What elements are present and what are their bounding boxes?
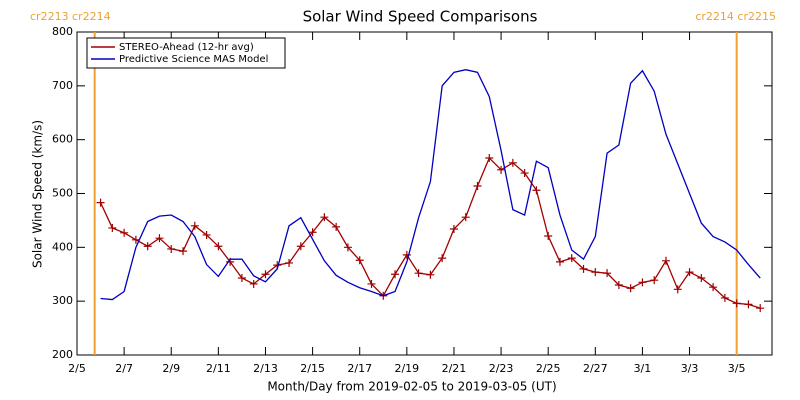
x-tick-label: 2/25 <box>536 362 561 375</box>
y-tick-label: 400 <box>52 240 73 253</box>
point-marker <box>249 279 258 288</box>
point-marker <box>449 225 458 234</box>
y-tick-label: 800 <box>52 25 73 38</box>
plot-frame <box>76 31 773 356</box>
point-marker <box>461 213 470 222</box>
point-marker <box>473 181 482 190</box>
chart-title: Solar Wind Speed Comparisons <box>303 8 538 26</box>
point-marker <box>756 304 765 313</box>
point-marker <box>131 235 140 244</box>
point-marker <box>579 264 588 273</box>
point-marker <box>167 244 176 253</box>
x-tick-label: 3/5 <box>728 362 746 375</box>
x-tick-label: 2/9 <box>162 362 180 375</box>
point-marker <box>485 153 494 162</box>
carrington-label: cr2214 cr2215 <box>695 10 776 23</box>
point-marker <box>414 269 423 278</box>
point-marker <box>567 254 576 263</box>
legend-label: Predictive Science MAS Model <box>119 54 268 65</box>
point-marker <box>214 242 223 251</box>
point-marker <box>732 299 741 308</box>
y-tick-label: 500 <box>52 187 73 200</box>
point-marker <box>261 270 270 279</box>
point-marker <box>108 223 117 232</box>
point-marker <box>508 158 517 167</box>
carrington-label: cr2213 cr2214 <box>30 10 111 23</box>
point-marker <box>155 234 164 243</box>
point-marker <box>520 169 529 178</box>
x-tick-label: 2/11 <box>206 362 231 375</box>
x-tick-label: 2/23 <box>489 362 514 375</box>
point-marker <box>332 222 341 231</box>
point-marker <box>143 242 152 251</box>
x-axis-label: Month/Day from 2019-02-05 to 2019-03-05 … <box>267 380 556 394</box>
point-marker <box>720 293 729 302</box>
point-marker <box>555 257 564 266</box>
point-marker <box>497 165 506 174</box>
x-tick-label: 2/21 <box>442 362 467 375</box>
point-marker <box>120 228 129 237</box>
point-marker <box>320 213 329 222</box>
point-marker <box>697 274 706 283</box>
point-marker <box>591 268 600 277</box>
x-tick-label: 2/5 <box>68 362 86 375</box>
point-marker <box>614 281 623 290</box>
point-marker <box>438 254 447 263</box>
point-marker <box>650 276 659 285</box>
point-marker <box>661 256 670 265</box>
point-marker <box>638 278 647 287</box>
point-marker <box>367 279 376 288</box>
y-axis-label: Solar Wind Speed (km/s) <box>31 120 45 268</box>
point-marker <box>532 186 541 195</box>
point-marker <box>603 269 612 278</box>
x-tick-label: 3/1 <box>634 362 652 375</box>
point-marker <box>709 283 718 292</box>
x-tick-label: 2/19 <box>394 362 419 375</box>
x-tick-label: 3/3 <box>681 362 699 375</box>
point-marker <box>179 247 188 256</box>
point-marker <box>744 300 753 309</box>
point-marker <box>355 256 364 265</box>
point-marker <box>343 243 352 252</box>
point-marker <box>96 198 105 207</box>
series-line <box>100 69 761 301</box>
point-marker <box>426 270 435 279</box>
x-tick-label: 2/15 <box>300 362 325 375</box>
point-marker <box>544 232 553 241</box>
point-marker <box>308 228 317 237</box>
y-tick-label: 200 <box>52 348 73 361</box>
y-tick-label: 600 <box>52 133 73 146</box>
point-marker <box>202 230 211 239</box>
point-marker <box>391 270 400 279</box>
point-marker <box>190 221 199 230</box>
point-marker <box>402 250 411 259</box>
point-marker <box>685 268 694 277</box>
x-tick-label: 2/17 <box>347 362 372 375</box>
legend-box <box>86 37 286 69</box>
point-marker <box>285 258 294 267</box>
point-marker <box>626 284 635 293</box>
point-marker <box>237 274 246 283</box>
point-marker <box>296 242 305 251</box>
x-tick-label: 2/27 <box>583 362 608 375</box>
y-tick-label: 300 <box>52 294 73 307</box>
x-tick-label: 2/7 <box>115 362 133 375</box>
x-tick-label: 2/13 <box>253 362 278 375</box>
legend-label: STEREO-Ahead (12-hr avg) <box>119 42 254 53</box>
point-marker <box>673 285 682 294</box>
y-tick-label: 700 <box>52 79 73 92</box>
